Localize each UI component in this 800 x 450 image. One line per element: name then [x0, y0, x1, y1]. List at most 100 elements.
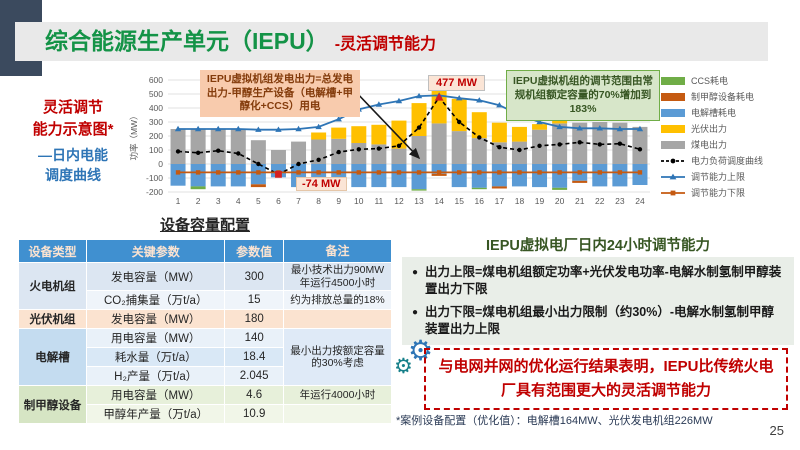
- gear-icon: ⚙: [394, 355, 413, 378]
- legend-swatch: [661, 76, 685, 85]
- table-row: 光伏机组 发电容量（MW） 180: [17, 309, 392, 330]
- legend-swatch: [661, 173, 685, 179]
- x-tick-label: 4: [236, 196, 241, 206]
- y-tick-label: 600: [149, 75, 163, 85]
- value-cell: 2.045: [224, 366, 285, 387]
- bar-segment: [552, 119, 568, 124]
- annotation-arrow: [353, 89, 421, 160]
- bullet-dot-icon: ●: [412, 306, 419, 318]
- y-tick-label: 500: [149, 89, 163, 99]
- table-row: 火电机组 发电容量（MW） 300 最小技术出力90MW年运行4500小时: [17, 261, 392, 311]
- x-tick-label: 20: [555, 196, 565, 206]
- gear-icon: ⚙: [408, 335, 434, 366]
- x-tick-label: 12: [394, 196, 404, 206]
- legend-item: 电力负荷调度曲线: [661, 154, 796, 167]
- bar-segment: [250, 140, 266, 164]
- capacity-table: 设备类型 关键参数 参数值 备注 火电机组 发电容量（MW） 300 最小技术出…: [17, 239, 392, 425]
- note-cell: 年运行4000小时: [283, 385, 392, 406]
- y-tick-label: 300: [149, 117, 163, 127]
- chart-caption: 灵活调节 能力示意图* —日内电能 调度曲线: [12, 97, 134, 185]
- legend-item: 调节能力上限: [661, 170, 796, 183]
- bar-segment: [491, 122, 507, 143]
- bar-segment: [210, 129, 226, 164]
- bar-segment: [471, 164, 487, 188]
- bullet-dot-icon: ●: [412, 267, 419, 278]
- x-tick-label: 16: [475, 196, 485, 206]
- dispatch-chart: 600 500 400 300 200 100 0 -100 -200 1 2 3 4 5 6 7 8 9 10 11…: [128, 64, 658, 214]
- value-cell: 4.6: [224, 385, 285, 406]
- capacity-table-block: 设备容量配置 设备类型 关键参数 参数值 备注 火电机组 发电容量（MW） 30…: [17, 214, 392, 425]
- legend-label: 光伏出力: [691, 124, 728, 134]
- min-value-label: -74 MW: [296, 177, 347, 191]
- bullet-text: 出力上限=煤电机组额定功率+光伏发电功率-电解水制氢制甲醇装置出力下限: [425, 265, 782, 296]
- note-cell: [283, 309, 392, 330]
- range-annotation: IEPU虚拟机组的调节范围由常规机组额定容量的70%增加到183%: [506, 70, 660, 121]
- caption-line-4: 调度曲线: [45, 166, 101, 183]
- value-cell: 300: [224, 261, 285, 292]
- y-tick-label: 400: [149, 103, 163, 113]
- bar-segment: [552, 164, 568, 188]
- capability-bullets: ● 出力上限=煤电机组额定功率+光伏发电功率-电解水制氢制甲醇装置出力下限 ● …: [402, 257, 794, 345]
- x-tick-label: 5: [256, 196, 261, 206]
- table-title: 设备容量配置: [159, 217, 250, 234]
- x-tick-label: 11: [374, 196, 383, 206]
- bar-segment: [471, 138, 487, 164]
- legend-swatch: [661, 190, 685, 195]
- bar-segment: [632, 126, 648, 164]
- bar-segment: [311, 139, 327, 164]
- chart-line-square: [175, 170, 643, 175]
- x-tick-label: 24: [635, 196, 645, 206]
- y-tick-label: 200: [149, 131, 163, 141]
- table-header-row: 设备类型 关键参数 参数值 备注: [17, 239, 392, 263]
- bar-segment: [552, 187, 568, 190]
- x-tick-label: 8: [316, 196, 321, 206]
- peak-value-label: 477 MW: [428, 75, 485, 91]
- bar-segment: [451, 164, 467, 188]
- table-row: 甲醇年产量（万t/a） 10.9: [18, 404, 392, 425]
- page-number: 25: [769, 423, 784, 438]
- bar-segment: [592, 164, 608, 187]
- y-tick-label: -200: [146, 187, 163, 197]
- device-cell: 光伏机组: [17, 309, 88, 330]
- bullet-item: ● 出力上限=煤电机组额定功率+光伏发电功率-电解水制氢制甲醇装置出力下限: [412, 264, 786, 298]
- bar-segment: [431, 164, 447, 174]
- table-row: 电解槽 用电容量（MW） 140 最小出力按额定容量的30%考虑: [17, 328, 392, 387]
- bar-segment: [391, 148, 407, 164]
- caption-line-2: 能力示意图*: [32, 120, 114, 138]
- y-axis-label: 功率（MW）: [129, 111, 139, 160]
- bar-segment: [612, 164, 628, 187]
- note-cell: 最小出力按额定容量的30%考虑: [283, 328, 392, 387]
- header-device: 设备类型: [17, 239, 88, 263]
- bar-segment: [331, 127, 347, 139]
- legend-label: 制甲醇设备耗电: [691, 92, 755, 102]
- bar-segment: [451, 131, 467, 164]
- value-cell: 180: [224, 309, 285, 330]
- bar-segment: [190, 164, 206, 187]
- bar-segment: [170, 164, 186, 186]
- bar-segment: [431, 173, 447, 176]
- x-tick-label: 21: [575, 196, 585, 206]
- legend-label: 煤电出力: [691, 140, 728, 150]
- legend-label: 电力负荷调度曲线: [691, 156, 764, 166]
- caption-line-3: —日内电能: [38, 146, 108, 163]
- legend-item: 煤电出力: [661, 138, 796, 151]
- formula-annotation: IEPU虚拟机组发电出力=总发电出力-甲醇生产设备（电解槽+甲醇化+CCS）用电: [200, 70, 360, 117]
- bar-segment: [431, 90, 447, 124]
- param-cell: 耗水量（万t/a）: [86, 347, 226, 368]
- chart-legend: CCS耗电 制甲醇设备耗电 电解槽耗电 光伏出力 煤电出力 电力负荷调度曲线 调节能力上限调…: [661, 74, 796, 199]
- note-cell: 最小技术出力90MW年运行4500小时: [283, 261, 392, 292]
- page-title: 综合能源生产单元（IEPU）: [45, 28, 329, 54]
- header-param: 关键参数: [86, 239, 226, 263]
- x-tick-label: 10: [354, 196, 364, 206]
- bar-segment: [250, 184, 266, 188]
- title-bar: 综合能源生产单元（IEPU） -灵活调节能力: [15, 22, 768, 61]
- value-cell: 10.9: [224, 404, 285, 425]
- x-tick-label: 17: [495, 196, 505, 206]
- param-cell: 发电容量（MW）: [86, 261, 226, 292]
- bar-segment: [471, 187, 487, 190]
- x-tick-label: 9: [336, 196, 341, 206]
- bar-segment: [371, 144, 387, 164]
- x-tick-label: 13: [414, 196, 424, 206]
- bar-segment: [511, 164, 527, 187]
